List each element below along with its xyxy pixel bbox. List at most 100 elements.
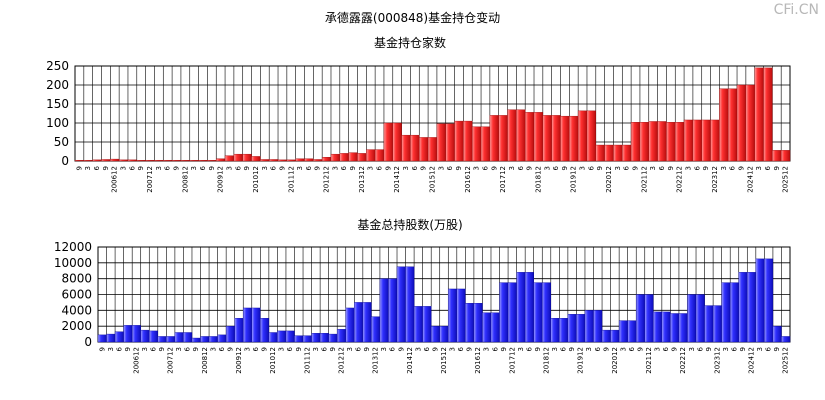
x-tick-label: 201612 <box>464 166 472 193</box>
bar <box>313 159 323 162</box>
x-tick-label: 6 <box>286 346 294 351</box>
bar <box>482 312 492 343</box>
chart-2-title: 基金总持股数(万股) <box>357 217 462 232</box>
bar <box>97 334 107 343</box>
bar <box>747 272 757 343</box>
bar <box>268 159 279 162</box>
x-tick-label: 202012 <box>611 347 619 374</box>
x-tick-label: 202212 <box>676 166 684 193</box>
bar <box>110 158 120 162</box>
bar <box>559 318 569 343</box>
bar <box>593 310 603 343</box>
x-tick-label: 9 <box>705 347 713 351</box>
x-tick-label: 200612 <box>132 347 140 374</box>
bar <box>422 306 432 343</box>
bar <box>217 334 227 343</box>
x-tick-label: 9 <box>667 166 675 170</box>
x-tick-label: 9 <box>568 347 576 351</box>
x-tick-label: 6 <box>517 165 525 170</box>
bar <box>560 115 570 162</box>
x-tick-label: 6 <box>115 346 123 351</box>
bar <box>392 122 402 162</box>
x-tick-label: 3 <box>551 347 559 351</box>
bar <box>586 110 597 162</box>
bar <box>243 307 252 343</box>
y-tick-label: 4000 <box>61 303 92 317</box>
x-tick-label: 9 <box>102 166 110 170</box>
bar <box>670 313 680 343</box>
bar <box>772 325 782 343</box>
x-tick-label: 3 <box>449 347 457 351</box>
x-tick-label: 9 <box>349 166 357 170</box>
x-tick-label: 6 <box>199 165 207 170</box>
bar <box>710 119 720 162</box>
x-tick-label: 201112 <box>287 166 295 193</box>
x-tick-label: 3 <box>312 347 320 351</box>
x-tick-label: 9 <box>98 347 106 351</box>
bar <box>163 159 173 162</box>
bar <box>653 311 663 343</box>
x-tick-label: 201812 <box>543 347 551 374</box>
bar <box>490 312 500 343</box>
x-tick-label: 200812 <box>181 166 189 193</box>
x-tick-label: 6 <box>696 346 704 351</box>
bar <box>610 329 620 343</box>
x-tick-label: 202312 <box>713 347 721 374</box>
bar <box>695 294 705 343</box>
x-tick-label: 6 <box>320 346 328 351</box>
y-tick-label: 6000 <box>61 288 92 302</box>
x-tick-label: 6 <box>355 346 363 351</box>
x-tick-label: 6 <box>340 165 348 170</box>
x-tick-label: 9 <box>702 166 710 170</box>
bar <box>396 266 406 343</box>
x-tick-label: 6 <box>525 346 533 351</box>
x-tick-label: 3 <box>225 166 233 170</box>
x-tick-label: 200712 <box>146 166 154 193</box>
bar <box>357 153 367 162</box>
bar <box>234 318 244 343</box>
bar <box>622 144 632 162</box>
x-tick-label: 201212 <box>323 166 331 193</box>
x-tick-label: 3 <box>619 347 627 351</box>
bar <box>499 282 509 343</box>
x-tick-label: 9 <box>632 166 640 170</box>
x-tick-label: 200912 <box>217 166 225 193</box>
x-tick-label: 9 <box>671 347 679 351</box>
x-tick-label: 9 <box>314 166 322 170</box>
x-tick-label: 3 <box>688 347 696 351</box>
x-tick-label: 201712 <box>499 166 507 193</box>
bar <box>648 121 658 162</box>
bar <box>763 67 773 162</box>
bar <box>198 159 208 162</box>
x-tick-label: 6 <box>457 346 465 351</box>
x-tick-label: 3 <box>614 166 622 170</box>
bar <box>208 336 218 343</box>
x-tick-label: 6 <box>628 346 636 351</box>
bar <box>472 126 482 162</box>
bar <box>200 336 210 343</box>
x-tick-label: 201412 <box>393 166 401 193</box>
y-tick-label: 10000 <box>54 256 92 270</box>
x-tick-label: 3 <box>261 166 269 170</box>
bar <box>405 266 415 343</box>
bar <box>233 153 243 162</box>
bar <box>410 134 420 162</box>
x-tick-label: 3 <box>380 347 388 351</box>
bar <box>550 318 560 343</box>
bar <box>118 159 129 162</box>
x-tick-label: 3 <box>414 347 422 351</box>
bar <box>339 153 349 162</box>
x-tick-label: 6 <box>662 346 670 351</box>
y-tick-label: 2000 <box>61 319 92 333</box>
bar <box>639 122 649 162</box>
bar <box>149 330 159 343</box>
x-tick-label: 201112 <box>303 347 311 374</box>
x-tick-label: 6 <box>270 165 278 170</box>
bar <box>427 137 438 162</box>
bar <box>533 282 543 343</box>
bar <box>154 159 164 162</box>
bar <box>627 320 637 343</box>
y-tick-label: 100 <box>46 116 69 130</box>
